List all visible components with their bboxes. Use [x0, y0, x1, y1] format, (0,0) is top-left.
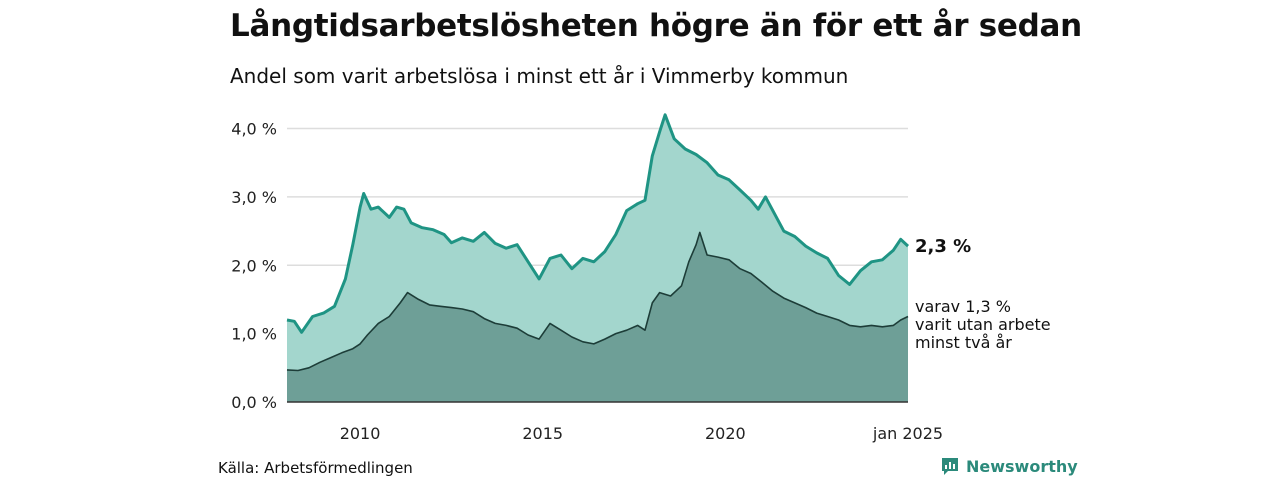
- x-tick-label: jan 2025: [872, 424, 943, 443]
- brand-name: Newsworthy: [966, 456, 1078, 476]
- y-tick-label: 0,0 %: [231, 393, 277, 412]
- y-tick-label: 3,0 %: [231, 188, 277, 207]
- y-tick-label: 1,0 %: [231, 325, 277, 344]
- source-note: Källa: Arbetsförmedlingen: [218, 459, 413, 477]
- x-tick-label: 2015: [522, 424, 563, 443]
- series-total-value-label: 2,3 %: [915, 236, 971, 257]
- chart-areas: [286, 113, 910, 403]
- line-total: [286, 113, 910, 334]
- series-label-line: varav 1,3 %: [915, 297, 1011, 316]
- series-label-line: varit utan arbete: [915, 315, 1051, 334]
- series-label-line: minst två år: [915, 333, 1012, 352]
- chart-subtitle: Andel som varit arbetslösa i minst ett å…: [230, 64, 849, 88]
- brand-logo: Newsworthy: [940, 456, 1078, 476]
- x-tick-label: 2010: [340, 424, 381, 443]
- chart-title: Långtidsarbetslösheten högre än för ett …: [230, 8, 1082, 44]
- area-two-years: [287, 232, 908, 402]
- line-two-years: [286, 231, 909, 372]
- chart-axes: 0,0 % 1,0 % 2,0 % 3,0 % 4,0 % 2010 2015 2020 jan…: [231, 120, 943, 443]
- y-tick-label: 4,0 %: [231, 120, 277, 139]
- y-tick-label: 2,0 %: [231, 256, 277, 275]
- newsworthy-icon: [942, 458, 958, 475]
- x-tick-label: 2020: [705, 424, 746, 443]
